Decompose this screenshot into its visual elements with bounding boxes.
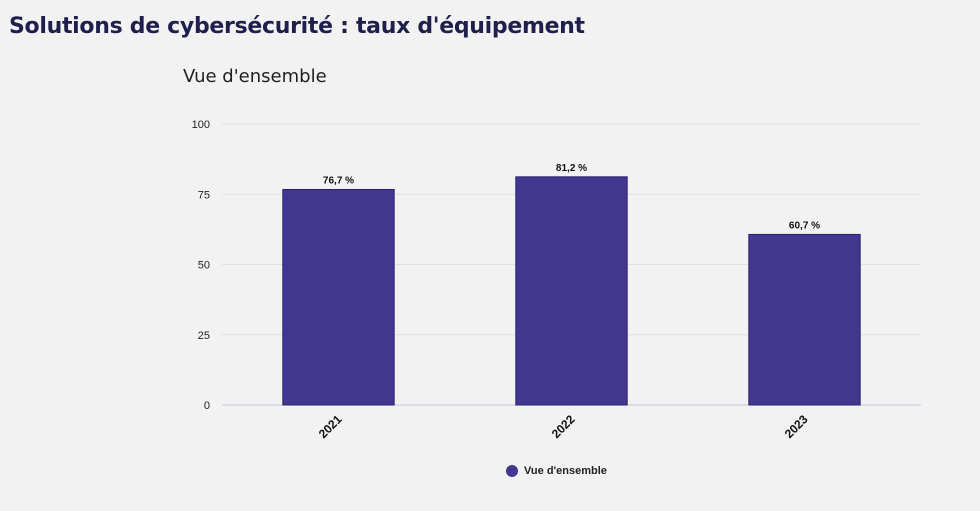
page-title: Solutions de cybersécurité : taux d'équi… — [9, 14, 585, 39]
data-labels: 76,7 % 81,2 % 60,7 % — [323, 163, 820, 232]
y-axis-ticks: 0 25 50 75 100 — [192, 119, 210, 412]
x-tick-label: 2022 — [549, 412, 578, 441]
y-tick-label: 50 — [198, 260, 210, 272]
y-tick-label: 25 — [198, 330, 210, 342]
data-label: 60,7 % — [789, 220, 820, 231]
y-tick-label: 100 — [192, 119, 210, 131]
bar — [748, 233, 861, 406]
bar — [282, 188, 395, 406]
legend-label: Vue d'ensemble — [524, 465, 607, 477]
y-tick-label: 0 — [204, 400, 210, 412]
legend[interactable]: Vue d'ensemble — [506, 465, 607, 477]
legend-marker — [506, 465, 518, 477]
y-tick-label: 75 — [198, 189, 210, 201]
x-axis-ticks: 2021 2022 2023 — [316, 412, 811, 441]
chart-title: Vue d'ensemble — [183, 66, 327, 87]
data-label: 81,2 % — [556, 163, 587, 174]
bar — [515, 176, 628, 406]
x-tick-label: 2021 — [316, 412, 345, 441]
bars — [282, 176, 861, 406]
x-tick-label: 2023 — [782, 412, 811, 441]
data-label: 76,7 % — [323, 175, 354, 186]
